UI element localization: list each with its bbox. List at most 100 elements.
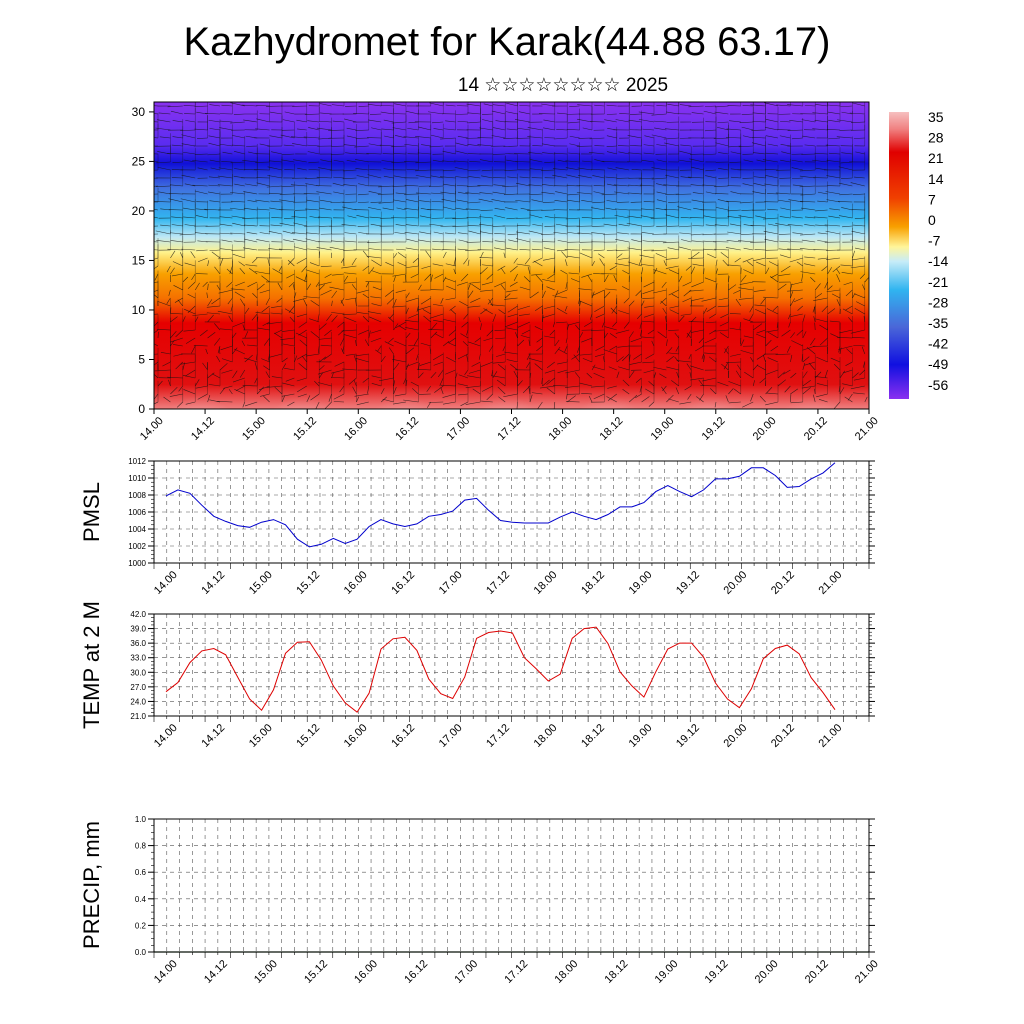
wind-barb <box>221 358 233 363</box>
wind-barb <box>234 389 245 395</box>
wind-barb <box>787 104 803 107</box>
wind-barb <box>783 369 791 375</box>
wind-barb <box>665 111 679 115</box>
wind-barb <box>355 159 369 163</box>
wind-barb <box>666 366 679 371</box>
wind-barb <box>826 129 841 131</box>
wind-barb <box>234 348 245 355</box>
wind-barb <box>315 401 320 409</box>
wind-barb <box>739 281 754 285</box>
wind-barb <box>222 151 233 155</box>
wind-barb <box>767 223 779 227</box>
wind-barb <box>838 166 853 171</box>
wind-barb <box>244 354 253 363</box>
wind-barb <box>317 369 332 375</box>
wind-barb <box>444 232 456 235</box>
wind-barb <box>565 160 580 163</box>
wind-barb <box>557 112 568 115</box>
wind-barb <box>564 345 568 353</box>
wind-barb <box>621 353 630 362</box>
wind-barb <box>505 111 518 115</box>
wind-barb <box>419 361 431 366</box>
wind-barb <box>718 152 729 155</box>
wind-barb <box>194 379 200 387</box>
wind-barb <box>209 249 221 252</box>
wind-barb <box>855 151 865 155</box>
wind-barb <box>269 353 283 358</box>
wind-barb <box>239 369 246 378</box>
y-tick-label: 24.0 <box>130 697 146 706</box>
x-tick-label: 20.00 <box>722 722 750 750</box>
wind-barb <box>233 240 245 243</box>
wind-barb <box>604 326 617 331</box>
wind-barb <box>506 327 518 331</box>
wind-barb <box>827 285 833 291</box>
wind-barb <box>242 384 258 387</box>
wind-barb <box>295 332 307 339</box>
wind-barb <box>219 363 228 371</box>
wind-barb <box>801 239 816 243</box>
wind-barb <box>357 225 369 227</box>
wind-barb <box>526 353 531 360</box>
wind-barb <box>244 224 258 227</box>
wind-barb <box>206 292 208 299</box>
wind-barb <box>463 257 469 265</box>
wind-barb <box>775 192 791 195</box>
wind-barb <box>686 329 692 338</box>
wind-barb <box>788 199 803 203</box>
wind-barb <box>516 231 531 235</box>
x-tick-label: 21.00 <box>853 958 881 986</box>
wind-barb <box>331 315 338 323</box>
wind-barb <box>234 183 245 187</box>
wind-barb <box>591 232 605 235</box>
wind-barb <box>182 375 196 379</box>
wind-barb <box>741 233 754 236</box>
wind-barb <box>191 273 196 281</box>
wind-barb <box>444 277 456 283</box>
warm-core <box>767 339 858 409</box>
y-tick-label: 0.0 <box>135 948 147 957</box>
wind-barb <box>802 331 807 339</box>
x-tick-label: 19.00 <box>627 569 655 597</box>
wind-barb <box>505 293 511 299</box>
wind-barb <box>767 331 779 339</box>
wind-barb <box>729 313 741 315</box>
wind-barb <box>729 120 741 123</box>
wind-barb <box>342 368 357 371</box>
wind-barb <box>679 150 692 155</box>
wind-barb <box>531 248 543 251</box>
wind-barb <box>519 249 531 251</box>
wind-barb <box>671 380 679 387</box>
wind-barb <box>293 246 307 251</box>
wind-barb <box>815 209 828 212</box>
wind-barb <box>154 201 171 203</box>
x-tick-label: 20.00 <box>751 415 779 443</box>
wind-barb <box>765 387 773 395</box>
wind-barb <box>826 257 841 261</box>
wind-barb <box>664 128 679 131</box>
wind-barb <box>467 283 471 291</box>
wind-barb <box>604 119 617 123</box>
x-tick-label: 19.12 <box>703 958 731 986</box>
wind-barb <box>356 214 369 219</box>
colorbar-label: -14 <box>928 253 948 269</box>
wind-barb <box>727 231 741 235</box>
wind-barb <box>542 379 550 387</box>
wind-barb <box>819 324 828 331</box>
wind-barb <box>763 230 779 235</box>
warm-core <box>563 339 654 409</box>
wind-barb <box>458 239 469 243</box>
wind-barb <box>665 174 679 179</box>
wind-barb <box>642 289 655 294</box>
wind-barb <box>330 240 345 243</box>
wind-barb <box>462 341 469 347</box>
wind-barb <box>486 329 494 337</box>
wind-barb <box>692 225 704 227</box>
wind-barb <box>466 103 481 107</box>
wind-barb <box>184 183 196 187</box>
wind-barb <box>467 169 481 172</box>
wind-barb <box>220 345 233 351</box>
wind-barb <box>466 216 481 219</box>
wind-barb <box>604 332 608 339</box>
wind-barb <box>494 329 506 331</box>
